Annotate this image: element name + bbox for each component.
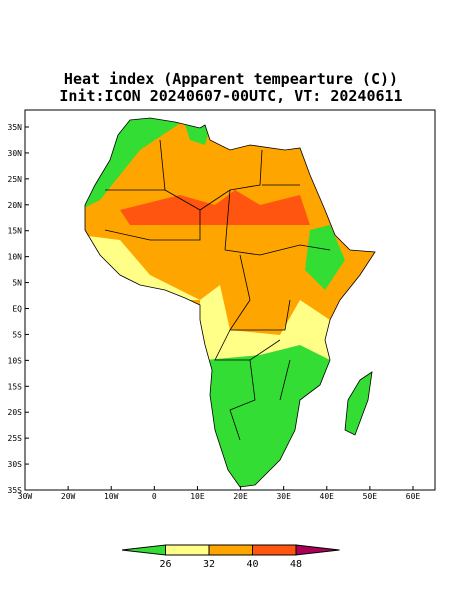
lon-tick-label: 50E	[363, 492, 378, 501]
lon-tick-label: 30E	[276, 492, 291, 501]
field-orange	[230, 290, 285, 330]
lon-tick-label: 20E	[233, 492, 248, 501]
lat-tick-label: 10S	[8, 356, 23, 365]
lat-tick-label: 35N	[8, 123, 23, 132]
borders	[84, 117, 376, 488]
field-red	[120, 190, 310, 225]
lat-tick-label: 30S	[8, 460, 23, 469]
lat-tick-label: 20N	[8, 201, 23, 210]
lon-tick-label: 0	[152, 492, 157, 501]
title: Heat index (Apparent tempearture (C))	[64, 70, 398, 88]
field-green	[305, 225, 345, 290]
colorbar: 26 32 40 48	[121, 544, 340, 570]
colorbar-label: 32	[203, 559, 215, 570]
lat-tick-label: 25N	[8, 175, 23, 184]
colorbar-segment	[252, 544, 297, 556]
colorbar-segment	[121, 544, 166, 556]
lat-tick-label: 15S	[8, 382, 23, 391]
lat-tick-label: 10N	[8, 253, 23, 262]
lon-tick-label: 20W	[61, 492, 76, 501]
lon-tick-label: 60E	[406, 492, 421, 501]
lat-tick-label: 5N	[12, 279, 22, 288]
colorbar-label: 48	[290, 559, 302, 570]
lon-tick-label: 10W	[104, 492, 119, 501]
lat-tick-label: 25S	[8, 434, 23, 443]
colorbar-segment	[165, 544, 210, 556]
lat-tick-label: 5S	[12, 330, 22, 339]
lon-tick-label: 40E	[320, 492, 335, 501]
lat-tick-label: EQ	[12, 305, 22, 314]
colorbar-label: 40	[246, 559, 258, 570]
lat-tick-label: 35S	[8, 486, 23, 495]
lon-tick-label: 30W	[18, 492, 33, 501]
lon-tick-label: 10E	[190, 492, 205, 501]
lat-tick-label: 20S	[8, 408, 23, 417]
colorbar-label: 26	[159, 559, 171, 570]
axes: 30W 20W 10W 0 10E 20E 30E 40E 50E 60E 35N 30N 25N 20N…	[8, 123, 421, 501]
subtitle: Init:ICON 20240607-00UTC, VT: 20240611	[59, 87, 402, 105]
colorbar-segment	[295, 544, 340, 556]
colorbar-segment	[208, 544, 253, 556]
lat-tick-label: 15N	[8, 227, 23, 236]
lat-tick-label: 30N	[8, 149, 23, 158]
